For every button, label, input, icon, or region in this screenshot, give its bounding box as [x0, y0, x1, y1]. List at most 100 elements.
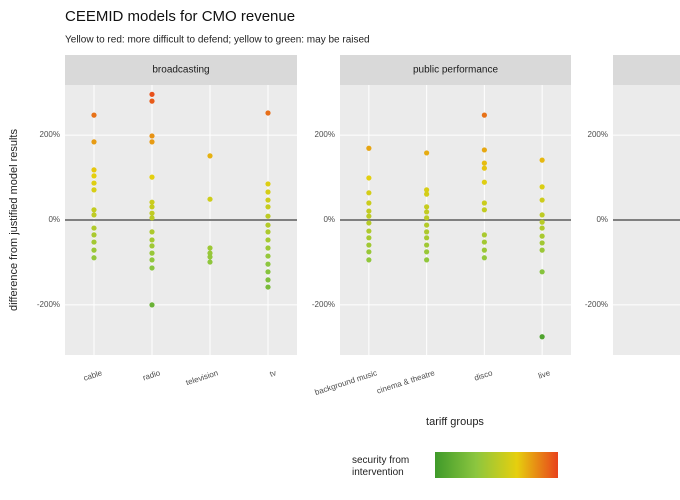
point: [91, 187, 97, 193]
point: [91, 207, 97, 213]
point: [265, 277, 271, 283]
x-tick-label: tv: [269, 368, 278, 378]
point: [481, 160, 487, 166]
point: [91, 112, 97, 118]
point: [149, 302, 155, 308]
point: [366, 190, 372, 196]
legend-title: security from intervention: [352, 455, 410, 478]
point: [91, 139, 97, 145]
point: [265, 204, 271, 210]
point: [265, 284, 271, 290]
y-tick-label: -200%: [37, 300, 60, 309]
point: [424, 242, 430, 248]
x-tick-label: live: [537, 368, 552, 380]
point: [91, 173, 97, 179]
facet-label: broadcasting: [152, 65, 209, 76]
point: [149, 237, 155, 243]
point: [481, 112, 487, 118]
strip-header: [613, 55, 680, 85]
point: [539, 157, 545, 163]
point: [539, 212, 545, 218]
point: [424, 187, 430, 193]
point: [149, 257, 155, 263]
x-tick-label: disco: [473, 368, 494, 383]
point: [481, 255, 487, 261]
point: [366, 235, 372, 241]
strip-header: [340, 55, 571, 85]
chart-title: CEEMID models for CMO revenue: [65, 8, 295, 25]
point: [481, 247, 487, 253]
point: [366, 175, 372, 181]
x-tick-label: cinema & theatre: [376, 368, 437, 395]
point: [366, 208, 372, 214]
point: [149, 250, 155, 256]
y-tick-label: 200%: [40, 130, 60, 139]
y-tick-label: 0%: [48, 215, 60, 224]
point: [424, 215, 430, 221]
point: [91, 247, 97, 253]
point: [539, 269, 545, 275]
point: [366, 220, 372, 226]
facet-label: public performance: [413, 65, 498, 76]
y-tick-label: 200%: [315, 130, 335, 139]
point: [91, 255, 97, 261]
legend-colorbar: [435, 452, 558, 478]
point: [265, 189, 271, 195]
point: [149, 243, 155, 249]
point: [265, 197, 271, 203]
point: [149, 98, 155, 104]
point: [481, 147, 487, 153]
point: [149, 91, 155, 97]
point: [539, 334, 545, 340]
point: [265, 269, 271, 275]
point: [91, 232, 97, 238]
point: [481, 239, 487, 245]
point: [265, 110, 271, 116]
point: [149, 204, 155, 210]
x-tick-label: background music: [314, 368, 379, 397]
point: [424, 191, 430, 197]
point: [481, 232, 487, 238]
point: [539, 225, 545, 231]
point: [265, 237, 271, 243]
strip-header: [65, 55, 297, 85]
point: [424, 229, 430, 235]
point: [207, 254, 213, 260]
y-tick-label: 0%: [596, 215, 608, 224]
point: [539, 197, 545, 203]
point: [481, 207, 487, 213]
point: [207, 259, 213, 265]
point: [481, 200, 487, 206]
point: [265, 245, 271, 251]
y-tick-label: 0%: [323, 215, 335, 224]
point: [149, 174, 155, 180]
point: [149, 210, 155, 216]
y-tick-label: -200%: [312, 300, 335, 309]
point: [91, 167, 97, 173]
x-tick-label: cable: [82, 368, 103, 383]
point: [149, 265, 155, 271]
point: [481, 165, 487, 171]
point: [424, 249, 430, 255]
point: [149, 139, 155, 145]
point: [539, 219, 545, 225]
point: [149, 229, 155, 235]
point: [149, 133, 155, 139]
point: [366, 228, 372, 234]
chart-subtitle: Yellow to red: more difficult to defend;…: [65, 35, 370, 46]
point: [424, 257, 430, 263]
point: [424, 222, 430, 228]
point: [424, 204, 430, 210]
point: [265, 229, 271, 235]
point: [207, 153, 213, 159]
point: [149, 215, 155, 221]
point: [481, 179, 487, 185]
point: [366, 145, 372, 151]
x-tick-label: radio: [142, 368, 162, 382]
point: [91, 225, 97, 231]
point: [265, 253, 271, 259]
point: [207, 250, 213, 256]
point: [265, 222, 271, 228]
